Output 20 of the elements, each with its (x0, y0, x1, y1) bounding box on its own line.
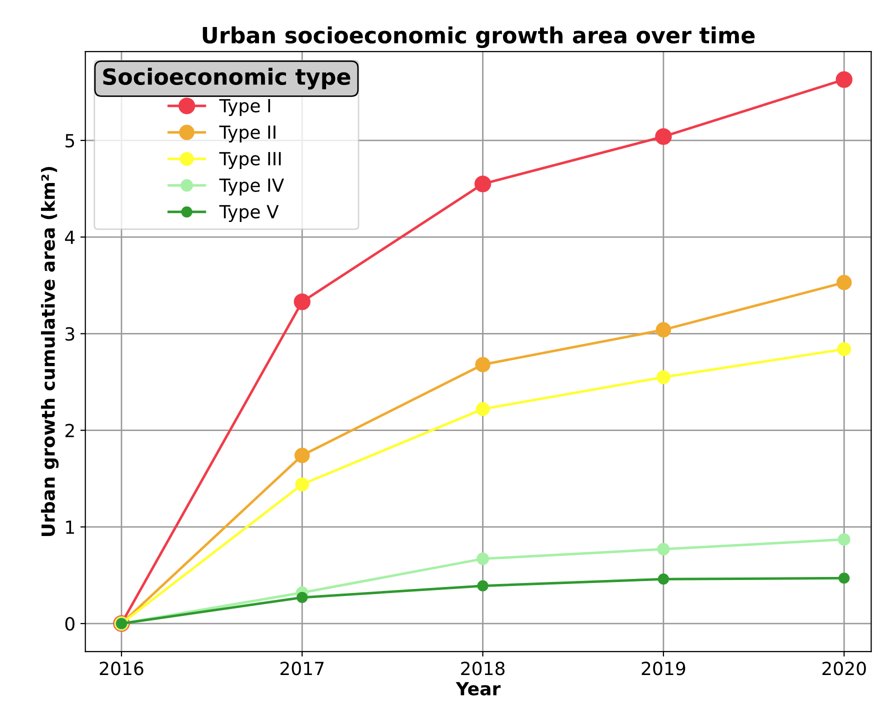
x-tick-label: 2016 (100, 662, 144, 676)
y-tick-label: 0 (65, 617, 74, 631)
legend-label: Type V (219, 205, 279, 222)
y-tick-label: 3 (66, 327, 74, 341)
y-tick-label: 4 (65, 230, 75, 244)
chart-title: Urban socioeconomic growth area over time (202, 26, 755, 48)
x-tick-label: 2018 (461, 662, 505, 676)
legend-label: Type II (219, 126, 276, 142)
x-axis-title: Year (456, 682, 501, 696)
legend-label: Type III (219, 152, 281, 169)
x-tick-label: 2020 (822, 662, 866, 676)
legend-label: Type IV (219, 178, 284, 196)
y-tick-label: 1 (66, 520, 74, 534)
y-tick-label: 2 (65, 424, 74, 438)
x-tick-label: 2017 (280, 662, 324, 676)
legend-label: Type I (219, 99, 270, 116)
y-axis-title: Urban growth cumulative area (km²) (40, 166, 59, 536)
legend-title: Socioeconomic type (103, 68, 350, 90)
y-tick-label: 5 (66, 134, 74, 148)
x-tick-label: 2019 (642, 662, 686, 676)
